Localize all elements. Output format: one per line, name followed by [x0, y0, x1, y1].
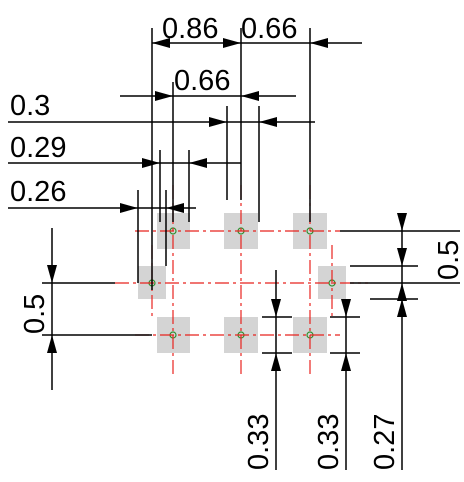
- dimension-labels: 0.86 0.66 0.66 0.3 0.29 0.26 0.5 0.5 0.3…: [10, 13, 464, 470]
- label-pitch-x-mid: 0.66: [174, 65, 230, 97]
- label-offset-a: 0.3: [10, 90, 50, 122]
- label-pitch-x-right: 0.66: [241, 13, 297, 45]
- label-offset-y-right: 0.27: [369, 414, 401, 470]
- label-offset-c: 0.26: [10, 176, 66, 208]
- label-pad-height-2: 0.33: [313, 414, 345, 470]
- label-pad-height-1: 0.33: [243, 414, 275, 470]
- label-offset-b: 0.29: [10, 132, 66, 164]
- label-pitch-y-right: 0.5: [433, 240, 464, 280]
- arrowheads: [47, 38, 407, 371]
- label-pitch-y-left: 0.5: [19, 294, 51, 334]
- label-pitch-x-left: 0.86: [162, 13, 218, 45]
